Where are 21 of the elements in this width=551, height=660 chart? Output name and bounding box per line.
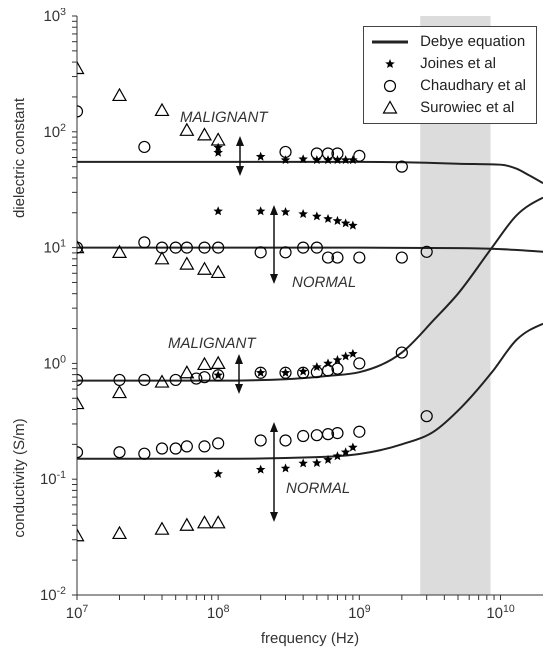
y-tick-label: 10$^{2}$ <box>43 122 66 141</box>
y-tick-label: 10$^{-1}$ <box>40 469 66 488</box>
x-tick-label: 10$^{8}$ <box>206 603 230 622</box>
legend-label: Chaudhary et al <box>420 76 526 96</box>
y-tick-label: 10$^{0}$ <box>43 353 66 372</box>
legend-label: Debye equation <box>420 32 526 52</box>
legend-label: Joines et al <box>420 54 496 74</box>
x-axis-title: frequency (Hz) <box>260 630 360 647</box>
y-tick-label: 10$^{1}$ <box>43 238 66 257</box>
x-tick-label: 10$^{7}$ <box>66 603 88 622</box>
annotation: NORMAL <box>292 274 356 291</box>
annotation: MALIGNANT <box>180 109 270 126</box>
x-tick-label: 10$^{10}$ <box>486 603 515 622</box>
x-tick-label: 10$^{9}$ <box>348 603 371 622</box>
text: conductivity (S/m) <box>11 418 28 538</box>
annotation: NORMAL <box>286 480 350 497</box>
y-axis-title: dielectric constant <box>11 97 28 218</box>
y-tick-label: 10$^{3}$ <box>43 6 66 25</box>
legend-label: Surowiec et al <box>420 98 514 118</box>
annotation: MALIGNANT <box>168 335 258 352</box>
y-tick-label: 10$^{-2}$ <box>40 585 66 604</box>
